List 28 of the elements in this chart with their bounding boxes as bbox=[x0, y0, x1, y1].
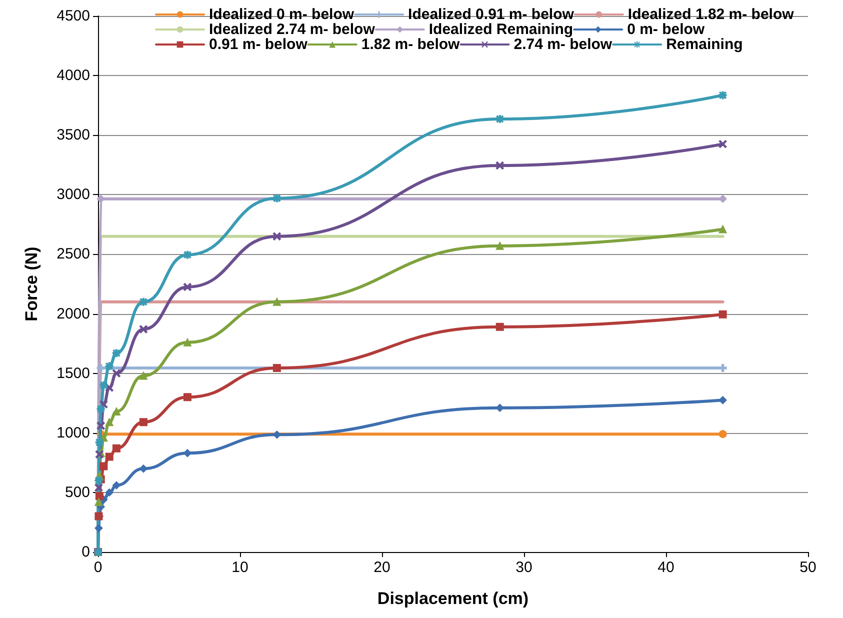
legend-label: 0.91 m- below bbox=[209, 36, 308, 53]
y-tick-label: 500 bbox=[64, 484, 90, 501]
y-tick-label: 4000 bbox=[56, 67, 90, 84]
legend-label: Idealized 0 m- below bbox=[209, 6, 354, 23]
x-tick-label: 20 bbox=[374, 559, 390, 576]
y-tick-label: 3500 bbox=[56, 126, 90, 144]
legend-label: Idealized 1.82 m- below bbox=[628, 6, 794, 23]
legend-label: Idealized Remaining bbox=[428, 21, 574, 38]
x-tick-label: 0 bbox=[94, 559, 102, 576]
x-tick-label: 30 bbox=[516, 559, 532, 576]
legend-label: 1.82 m- below bbox=[361, 36, 460, 53]
legend-label: 0 m- below bbox=[627, 21, 705, 38]
legend-label: Idealized 0.91 m- below bbox=[408, 6, 574, 23]
legend-label: Remaining bbox=[666, 36, 743, 53]
y-tick-label: 1500 bbox=[56, 364, 90, 382]
y-axis-title: Force (N) bbox=[22, 246, 41, 322]
y-tick-label: 2000 bbox=[56, 305, 90, 322]
legend-label: 2.74 m- below bbox=[514, 36, 612, 53]
y-tick-label: 1000 bbox=[56, 424, 90, 442]
x-tick-label: 50 bbox=[800, 559, 816, 576]
x-tick-label: 40 bbox=[658, 559, 674, 576]
y-tick-label: 2500 bbox=[56, 246, 90, 263]
x-tick-label: 10 bbox=[232, 559, 248, 576]
x-axis-title: Displacement (cm) bbox=[377, 589, 529, 608]
y-tick-label: 4500 bbox=[56, 8, 90, 24]
legend-label: Idealized 2.74 m- below bbox=[209, 21, 376, 38]
y-tick-label: 3000 bbox=[56, 186, 90, 204]
y-tick-label: 0 bbox=[82, 544, 90, 560]
